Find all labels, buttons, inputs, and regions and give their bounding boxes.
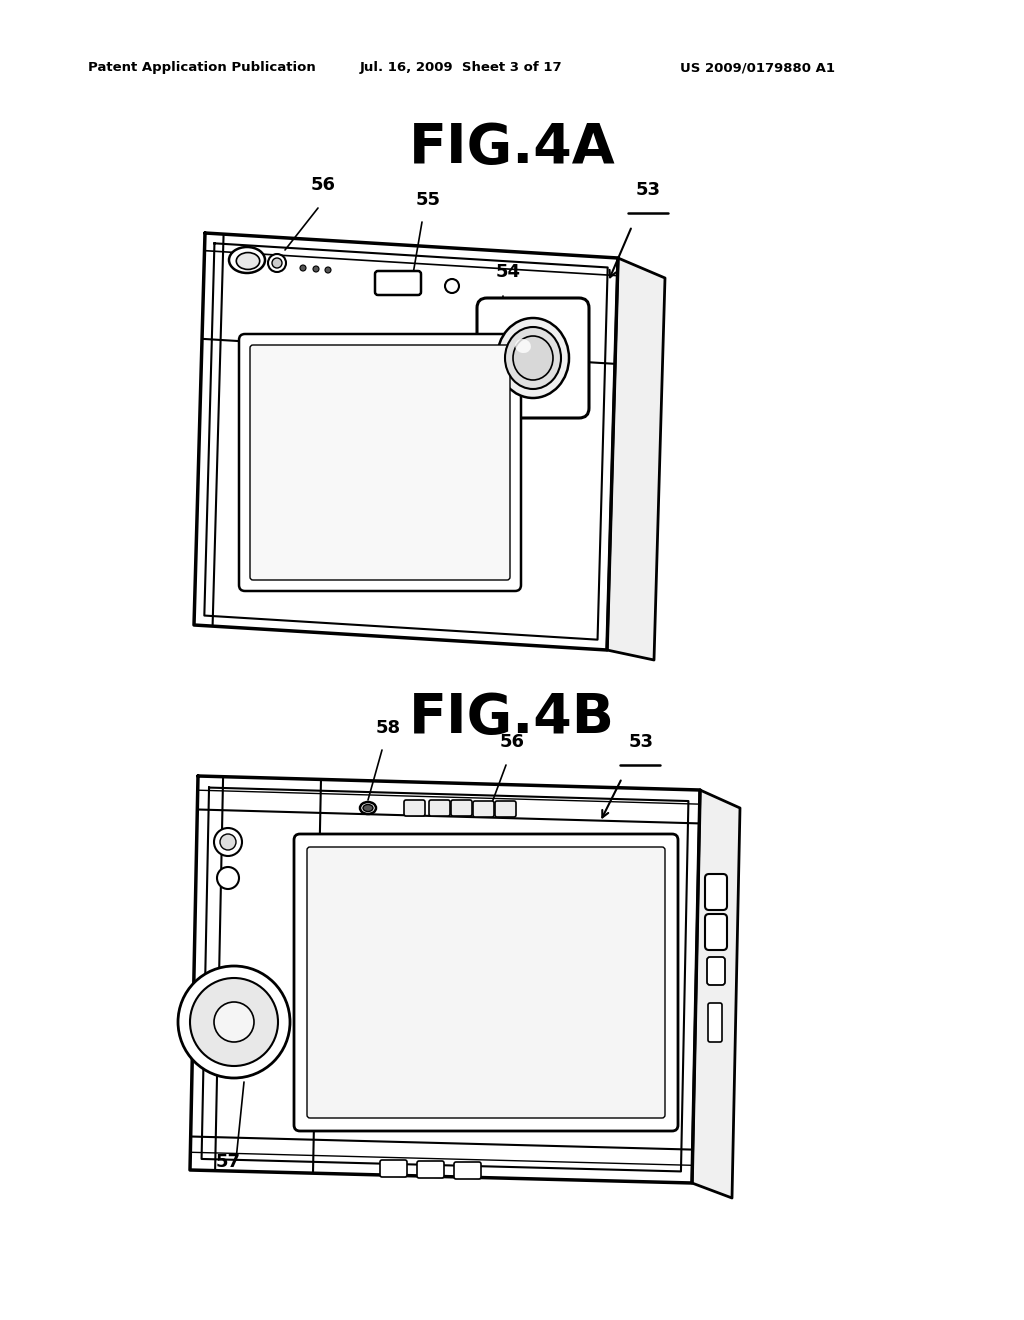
Text: 55: 55 [416, 191, 440, 209]
FancyBboxPatch shape [705, 874, 727, 909]
FancyBboxPatch shape [294, 834, 678, 1131]
Text: 53: 53 [636, 181, 660, 199]
Ellipse shape [497, 318, 569, 399]
FancyBboxPatch shape [307, 847, 665, 1118]
Polygon shape [692, 789, 740, 1199]
FancyBboxPatch shape [380, 1160, 407, 1177]
FancyBboxPatch shape [454, 1162, 481, 1179]
FancyBboxPatch shape [417, 1162, 444, 1177]
Ellipse shape [505, 327, 561, 389]
Text: Jul. 16, 2009  Sheet 3 of 17: Jul. 16, 2009 Sheet 3 of 17 [360, 62, 562, 74]
Circle shape [325, 267, 331, 273]
FancyBboxPatch shape [477, 298, 589, 418]
FancyBboxPatch shape [404, 800, 425, 816]
Text: 53: 53 [629, 733, 653, 751]
Circle shape [300, 265, 306, 271]
FancyBboxPatch shape [250, 345, 510, 579]
Ellipse shape [229, 247, 265, 273]
Polygon shape [194, 234, 618, 649]
Circle shape [445, 279, 459, 293]
FancyBboxPatch shape [705, 913, 727, 950]
Ellipse shape [362, 804, 373, 812]
Text: 56: 56 [310, 176, 336, 194]
Ellipse shape [513, 337, 553, 380]
FancyBboxPatch shape [707, 957, 725, 985]
Circle shape [268, 253, 286, 272]
Circle shape [220, 834, 236, 850]
Text: 57: 57 [215, 1152, 241, 1171]
FancyBboxPatch shape [239, 334, 521, 591]
Ellipse shape [515, 339, 530, 352]
Circle shape [217, 867, 239, 888]
Circle shape [272, 257, 282, 268]
Circle shape [313, 267, 319, 272]
Circle shape [178, 966, 290, 1078]
Polygon shape [190, 776, 700, 1183]
FancyBboxPatch shape [708, 1003, 722, 1041]
FancyBboxPatch shape [429, 800, 450, 816]
FancyBboxPatch shape [375, 271, 421, 294]
Text: 54: 54 [496, 263, 520, 281]
Ellipse shape [360, 803, 376, 814]
Text: FIG.4A: FIG.4A [409, 121, 615, 176]
Circle shape [214, 828, 242, 855]
Polygon shape [607, 257, 665, 660]
FancyBboxPatch shape [495, 801, 516, 817]
Text: 58: 58 [376, 719, 400, 737]
Circle shape [190, 978, 278, 1067]
Text: Patent Application Publication: Patent Application Publication [88, 62, 315, 74]
Text: FIG.4B: FIG.4B [409, 690, 615, 744]
Text: 56: 56 [500, 733, 524, 751]
FancyBboxPatch shape [451, 800, 472, 816]
Ellipse shape [237, 252, 260, 269]
Text: US 2009/0179880 A1: US 2009/0179880 A1 [680, 62, 835, 74]
FancyBboxPatch shape [473, 801, 494, 817]
Circle shape [214, 1002, 254, 1041]
